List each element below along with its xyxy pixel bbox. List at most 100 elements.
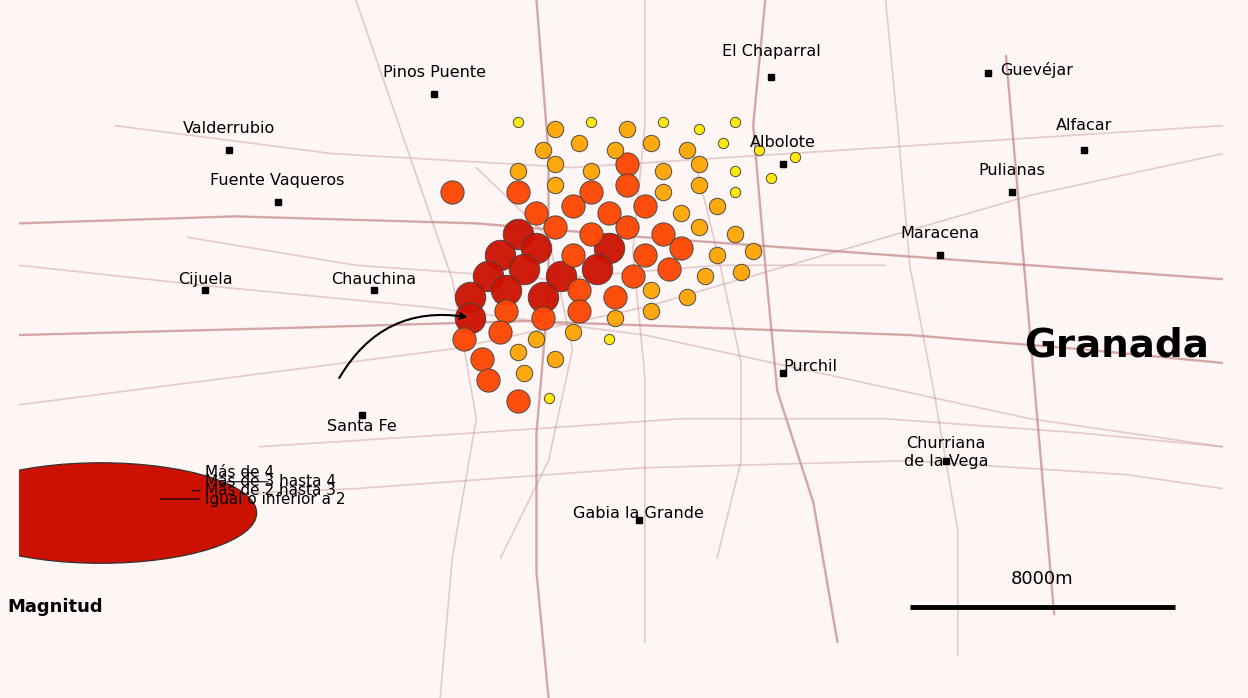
Point — [617, 158, 636, 170]
Point — [497, 305, 517, 316]
Point — [514, 263, 534, 274]
Point — [497, 284, 517, 295]
Point — [635, 249, 655, 260]
Text: Fuente Vaqueros: Fuente Vaqueros — [211, 174, 344, 188]
Point — [544, 124, 564, 135]
Text: Más de 2 hasta 3: Más de 2 hasta 3 — [192, 483, 337, 498]
Point — [508, 165, 528, 177]
Point — [533, 144, 553, 156]
Point — [508, 186, 528, 198]
Point — [641, 284, 661, 295]
Point — [508, 228, 528, 239]
Point — [725, 186, 745, 198]
Point — [617, 221, 636, 232]
Text: Cijuela: Cijuela — [178, 272, 232, 287]
Point — [689, 221, 709, 232]
Point — [544, 179, 564, 191]
Point — [563, 249, 583, 260]
Text: Santa Fe: Santa Fe — [327, 419, 397, 433]
Point — [749, 144, 769, 156]
Text: Churriana
de la Vega: Churriana de la Vega — [904, 436, 988, 468]
Text: Valderrubio: Valderrubio — [183, 121, 276, 136]
Point — [708, 200, 728, 211]
Text: Alfacar: Alfacar — [1056, 118, 1112, 133]
Point — [605, 144, 625, 156]
Point — [689, 179, 709, 191]
Text: Gabia la Grande: Gabia la Grande — [573, 505, 704, 521]
Point — [708, 249, 728, 260]
Point — [599, 207, 619, 218]
Point — [744, 246, 764, 257]
Point — [539, 392, 559, 403]
Text: Pulianas: Pulianas — [978, 163, 1046, 178]
Point — [689, 124, 709, 135]
Point — [671, 242, 691, 253]
Point — [695, 270, 715, 281]
Point — [461, 312, 480, 323]
Point — [605, 291, 625, 302]
Text: Albolote: Albolote — [750, 135, 816, 150]
Point — [653, 117, 673, 128]
Ellipse shape — [14, 485, 187, 541]
Text: Guevéjar: Guevéjar — [1000, 62, 1073, 77]
Point — [725, 117, 745, 128]
Point — [533, 312, 553, 323]
Text: Magnitud: Magnitud — [7, 598, 102, 616]
Point — [671, 207, 691, 218]
Point — [478, 270, 498, 281]
Point — [544, 354, 564, 365]
Point — [580, 186, 600, 198]
Point — [653, 228, 673, 239]
Point — [605, 312, 625, 323]
Point — [550, 270, 570, 281]
Point — [635, 200, 655, 211]
Point — [599, 242, 619, 253]
Point — [725, 165, 745, 177]
Point — [641, 138, 661, 149]
Point — [641, 305, 661, 316]
Point — [533, 291, 553, 302]
Ellipse shape — [0, 463, 257, 563]
Point — [659, 263, 679, 274]
Point — [689, 158, 709, 170]
Point — [454, 333, 474, 344]
Point — [527, 242, 547, 253]
Point — [478, 375, 498, 386]
Point — [442, 186, 462, 198]
Point — [725, 228, 745, 239]
Point — [527, 207, 547, 218]
Text: Pinos Puente: Pinos Puente — [383, 66, 485, 80]
Point — [580, 228, 600, 239]
Ellipse shape — [46, 496, 155, 530]
Point — [580, 117, 600, 128]
Text: Maracena: Maracena — [900, 226, 980, 241]
Point — [731, 267, 751, 278]
Text: Más de 3 hasta 4: Más de 3 hasta 4 — [206, 474, 337, 489]
Text: El Chaparral: El Chaparral — [721, 45, 821, 59]
Point — [461, 291, 480, 302]
Text: Más de 4: Más de 4 — [206, 466, 275, 480]
Point — [653, 165, 673, 177]
Point — [785, 151, 805, 163]
Text: Granada: Granada — [1025, 327, 1209, 364]
Point — [508, 117, 528, 128]
Point — [544, 158, 564, 170]
Point — [490, 249, 510, 260]
Text: 8000m: 8000m — [1011, 570, 1073, 588]
Point — [617, 179, 636, 191]
Point — [713, 138, 733, 149]
Point — [569, 305, 589, 316]
Point — [623, 270, 643, 281]
Text: Igual o inferior a 2: Igual o inferior a 2 — [160, 491, 346, 507]
Point — [617, 124, 636, 135]
Point — [514, 368, 534, 379]
Point — [580, 165, 600, 177]
Point — [761, 172, 781, 184]
Point — [508, 347, 528, 358]
Point — [676, 291, 696, 302]
Point — [544, 221, 564, 232]
Point — [563, 326, 583, 337]
Point — [569, 284, 589, 295]
Point — [599, 333, 619, 344]
Point — [472, 354, 492, 365]
